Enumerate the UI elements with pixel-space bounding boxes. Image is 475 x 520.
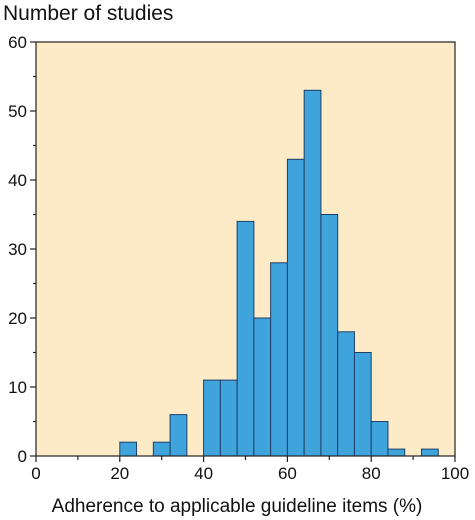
bars-group [119,89,439,457]
histogram-bar [253,317,272,457]
histogram-bar [169,414,188,457]
y-tick-label: 20 [8,309,27,328]
x-tick-label: 80 [362,464,381,483]
x-tick-label: 0 [31,464,40,483]
chart-title: Number of studies [3,2,173,25]
histogram-bar [320,214,339,457]
y-tick-label: 10 [8,378,27,397]
y-tick-label: 40 [8,171,27,190]
x-axis-label: Adherence to applicable guideline items … [52,496,423,517]
histogram-bar [387,448,406,457]
x-tick-label: 100 [441,464,469,483]
x-tick-label: 20 [110,464,129,483]
histogram-bar [286,158,305,457]
histogram-bar [119,441,138,457]
histogram-bar [353,352,372,457]
ticks-group: 0 10 20 30 40 50 60 0 20 40 60 80 100 [8,33,469,483]
y-tick-label: 0 [18,447,27,466]
histogram-bar [420,448,439,457]
histogram-bar [370,421,389,457]
histogram-bar [203,379,221,457]
x-tick-label: 60 [278,464,297,483]
histogram-bar [236,220,255,457]
histogram-bar [337,331,355,457]
y-tick-label: 50 [8,102,27,121]
histogram-bar [303,89,322,457]
x-tick-label: 40 [194,464,213,483]
histogram-bar [152,441,171,457]
y-tick-label: 30 [8,240,27,259]
histogram-bar [270,262,288,457]
y-tick-label: 60 [8,33,27,52]
histogram-bar [219,379,238,457]
